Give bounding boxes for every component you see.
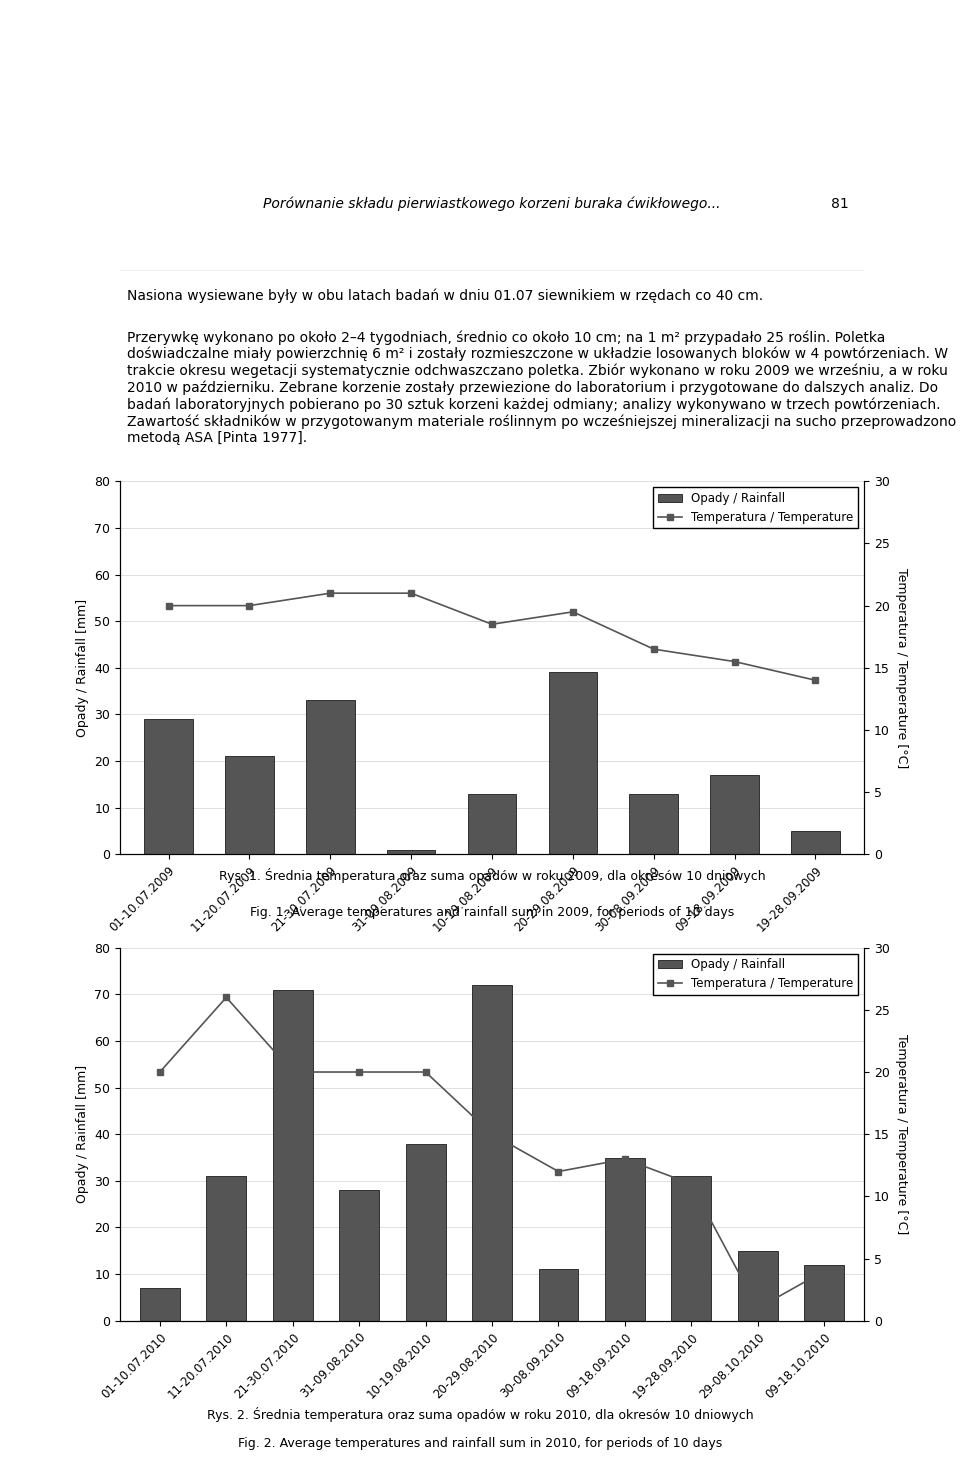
Bar — [671, 1177, 711, 1321]
Bar — [387, 850, 436, 855]
Bar — [472, 985, 512, 1321]
Y-axis label: Opady / Rainfall [mm]: Opady / Rainfall [mm] — [76, 598, 88, 738]
Bar — [306, 700, 354, 855]
Y-axis label: Temperatura / Temperature [°C]: Temperatura / Temperature [°C] — [895, 1034, 908, 1235]
Bar — [710, 775, 758, 855]
Text: Przerywkę wykonano po około 2–4 tygodniach, średnio co około 10 cm; na 1 m² przy: Przerywkę wykonano po około 2–4 tygodnia… — [128, 329, 957, 445]
Bar — [539, 1269, 578, 1321]
Bar — [804, 1264, 844, 1321]
Bar — [468, 794, 516, 855]
Bar — [226, 757, 274, 855]
Bar — [548, 672, 597, 855]
Bar — [144, 720, 193, 855]
Text: 81: 81 — [831, 197, 849, 211]
Bar — [605, 1158, 645, 1321]
Legend: Opady / Rainfall, Temperatura / Temperature: Opady / Rainfall, Temperatura / Temperat… — [654, 487, 858, 528]
Bar — [339, 1190, 379, 1321]
Bar — [630, 794, 678, 855]
Bar — [140, 1288, 180, 1321]
Text: Fig. 2. Average temperatures and rainfall sum in 2010, for periods of 10 days: Fig. 2. Average temperatures and rainfal… — [238, 1437, 722, 1450]
Y-axis label: Opady / Rainfall [mm]: Opady / Rainfall [mm] — [76, 1066, 88, 1204]
Text: Rys. 1. Średnia temperatura oraz suma opadów w roku 2009, dla okresów 10 dniowyc: Rys. 1. Średnia temperatura oraz suma op… — [219, 868, 765, 883]
Text: Porównanie składu pierwiastkowego korzeni buraka ćwikłowego...: Porównanie składu pierwiastkowego korzen… — [263, 197, 721, 211]
Text: Rys. 2. Średnia temperatura oraz suma opadów w roku 2010, dla okresów 10 dniowyc: Rys. 2. Średnia temperatura oraz suma op… — [206, 1407, 754, 1422]
Bar — [738, 1251, 778, 1321]
Bar — [206, 1177, 246, 1321]
Text: Fig. 1. Average temperatures and rainfall sum in 2009, for periods of 10 days: Fig. 1. Average temperatures and rainfal… — [250, 905, 734, 919]
Bar — [406, 1144, 445, 1321]
Bar — [273, 990, 313, 1321]
Text: Nasiona wysiewane były w obu latach badań w dniu 01.07 siewnikiem w rzędach co 4: Nasiona wysiewane były w obu latach bada… — [128, 288, 763, 303]
Legend: Opady / Rainfall, Temperatura / Temperature: Opady / Rainfall, Temperatura / Temperat… — [654, 954, 858, 994]
Y-axis label: Temperatura / Temperature [°C]: Temperatura / Temperature [°C] — [895, 568, 908, 767]
Bar — [791, 831, 840, 855]
